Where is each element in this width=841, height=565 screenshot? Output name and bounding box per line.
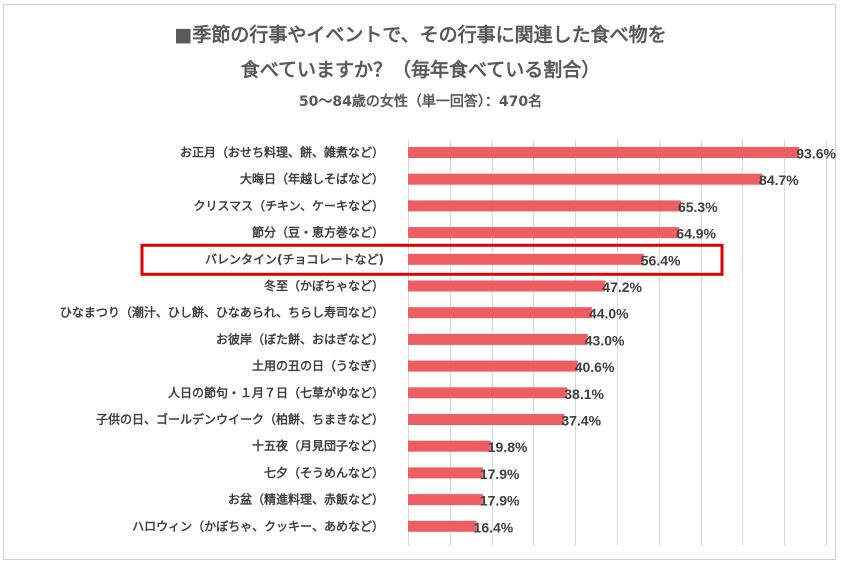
bar — [408, 280, 606, 292]
chart-title-line2: 食べていますか？（毎年食べている割合） — [240, 59, 601, 81]
category-label: 子供の日、ゴールデンウイーク（柏餅、ちまきなど） — [96, 412, 384, 427]
data-label: 37.4% — [561, 413, 601, 429]
data-label: 43.0% — [585, 332, 625, 348]
chart-title: ■季節の行事やイベントで、その行事に関連した食べ物を — [174, 24, 667, 46]
bar — [408, 387, 568, 399]
data-label: 17.9% — [480, 493, 520, 509]
category-label: ハロウィン（かぼちゃ、クッキー、あめなど） — [132, 518, 384, 533]
data-label: 84.7% — [759, 172, 799, 188]
category-label: クリスマス（チキン、ケーキなど） — [193, 198, 384, 213]
bar — [408, 253, 644, 265]
bar — [408, 333, 588, 345]
data-label: 38.1% — [564, 386, 604, 402]
category-label: ひなまつり（潮汁、ひし餅、ひなあられ、ちらし寿司など） — [60, 305, 384, 320]
category-label: 冬至（かぼちゃなど） — [264, 278, 384, 293]
data-label: 56.4% — [641, 252, 681, 268]
data-label: 40.6% — [575, 359, 615, 375]
bar — [408, 414, 565, 425]
category-label: お盆（精進料理、赤飯など） — [228, 492, 384, 507]
bar — [408, 440, 491, 452]
bar — [408, 200, 681, 212]
data-label: 19.8% — [488, 439, 528, 455]
bar — [408, 360, 578, 372]
category-label: 大晦日（年越しそばなど） — [240, 171, 384, 186]
category-label: 節分（豆・恵方巻など） — [252, 225, 384, 240]
data-label: 44.0% — [589, 306, 629, 322]
chart-subtitle: 50～84歳の女性（単一回答）：470名 — [298, 94, 543, 110]
data-label: 17.9% — [480, 466, 520, 482]
data-label: 93.6% — [796, 146, 836, 162]
category-label: 七夕（そうめんなど） — [264, 465, 384, 480]
bar — [408, 307, 592, 319]
bar — [408, 147, 800, 158]
bar — [408, 520, 477, 532]
category-label: 人日の節句・１月７日（七草がゆなど） — [168, 385, 384, 400]
data-label: 16.4% — [474, 519, 514, 535]
category-label: 十五夜（月見団子など） — [252, 438, 384, 453]
highlight-box — [140, 243, 724, 276]
category-label: お正月（おせち料理、餅、雑煮など） — [180, 145, 384, 160]
category-label: お彼岸（ぼた餅、おはぎなど） — [216, 331, 384, 346]
category-label: バレンタイン(チョコレートなど) — [205, 252, 384, 266]
data-label: 65.3% — [678, 199, 718, 215]
bar — [408, 173, 763, 185]
bar — [408, 494, 483, 506]
data-label: 47.2% — [602, 279, 642, 295]
data-label: 64.9% — [676, 226, 716, 242]
category-label: 土用の丑の日（うなぎ） — [252, 358, 384, 373]
bar — [408, 227, 680, 239]
bar — [408, 467, 483, 479]
